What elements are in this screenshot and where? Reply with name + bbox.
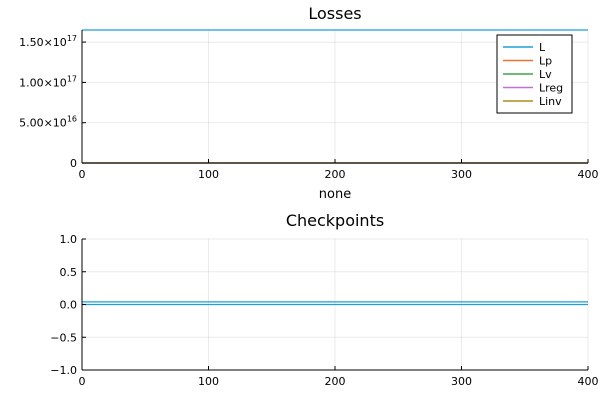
x-tick-label: 300 — [451, 168, 472, 181]
legend-label: Linv — [539, 95, 562, 108]
y-tick-label: 5.00×1016 — [19, 115, 77, 130]
y-tick-label: 1.50×1017 — [19, 34, 77, 49]
legend-label: Lreg — [539, 82, 563, 95]
x-tick-label: 100 — [198, 375, 219, 388]
checkpoints-series — [82, 301, 588, 306]
losses-y-ticks: 0 5.00×1016 1.00×1017 1.50×1017 — [19, 34, 86, 170]
y-tick-label: 1.0 — [60, 233, 78, 246]
x-tick-label: 0 — [79, 168, 86, 181]
y-tick-label: −0.5 — [50, 331, 77, 344]
legend-label: L — [539, 41, 546, 54]
y-tick-label: 0 — [70, 157, 77, 170]
checkpoints-x-ticks: 0 100 200 300 400 — [79, 366, 599, 388]
x-tick-label: 200 — [325, 375, 346, 388]
legend-label: Lp — [539, 55, 552, 68]
losses-x-label: none — [319, 187, 351, 202]
y-tick-label: 0.5 — [60, 266, 78, 279]
x-tick-label: 100 — [198, 168, 219, 181]
losses-x-ticks: 0 100 200 300 400 — [79, 159, 599, 181]
x-tick-label: 400 — [578, 168, 599, 181]
y-tick-label: 0.0 — [60, 299, 78, 312]
checkpoints-y-ticks: −1.0 −0.5 0.0 0.5 1.0 — [50, 233, 86, 377]
x-tick-label: 400 — [578, 375, 599, 388]
x-tick-label: 200 — [325, 168, 346, 181]
x-tick-label: 0 — [79, 375, 86, 388]
y-tick-label: −1.0 — [50, 364, 77, 377]
x-tick-label: 300 — [451, 375, 472, 388]
losses-panel: Losses 0 100 200 300 400 0 5.00×1016 1.00×1017… — [19, 4, 598, 202]
checkpoints-title: Checkpoints — [286, 211, 384, 230]
y-tick-label: 1.00×1017 — [19, 74, 77, 89]
checkpoints-panel: Checkpoints 0 100 200 300 400 −1.0 −0.5 0.0 0.5… — [50, 211, 598, 388]
losses-title: Losses — [308, 4, 361, 23]
legend-label: Lv — [539, 68, 552, 81]
